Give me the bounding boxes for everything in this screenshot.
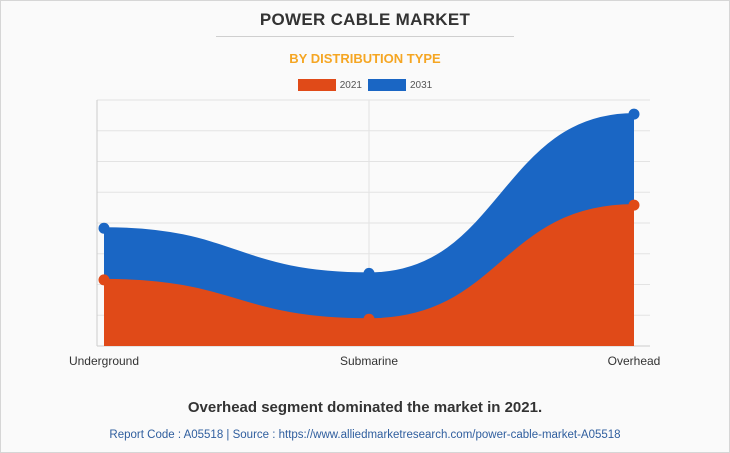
legend-label-2031: 2031 <box>410 79 433 91</box>
legend-swatch-2031 <box>368 79 406 91</box>
point-2021-submarine <box>363 313 375 325</box>
legend-label-2021: 2021 <box>339 79 362 91</box>
source-line[interactable]: Report Code : A05518 | Source : https://… <box>109 429 621 441</box>
point-2031-underground <box>98 222 110 234</box>
point-2031-submarine <box>363 267 375 279</box>
title-divider <box>216 36 514 37</box>
chart-legend: 2021 2031 <box>0 79 730 91</box>
legend-swatch-2021 <box>297 79 336 91</box>
chart-caption: Overhead segment dominated the market in… <box>187 399 543 416</box>
legend-item-2021[interactable]: 2021 <box>297 79 362 91</box>
legend-item-2031[interactable]: 2031 <box>368 79 432 91</box>
point-2021-overhead <box>628 199 640 211</box>
point-2031-overhead <box>628 108 640 120</box>
x-tick-label-submarine: Submarine <box>340 354 398 368</box>
line-series-2031 <box>103 113 635 275</box>
point-2021-underground <box>98 274 110 286</box>
x-tick-label-overhead: Overhead <box>608 354 661 368</box>
chart-subtitle: BY DISTRIBUTION TYPE <box>289 51 441 66</box>
chart-title: POWER CABLE MARKET <box>259 10 471 29</box>
area-series-2021 <box>104 205 634 346</box>
x-tick-label-underground: Underground <box>69 354 139 368</box>
